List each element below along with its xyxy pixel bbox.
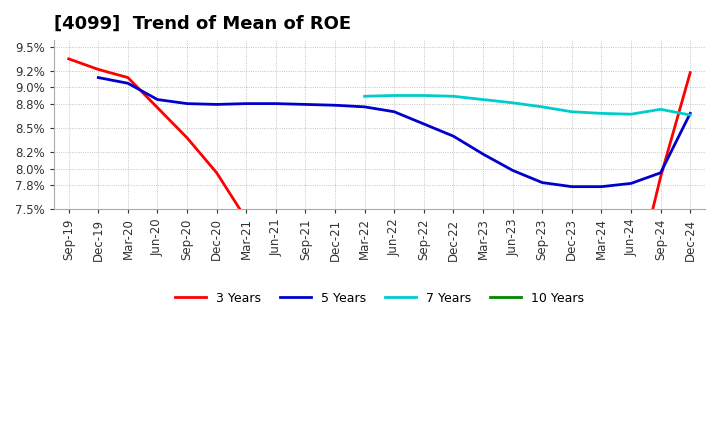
7 Years — [360, 94, 369, 99]
3 Years — [242, 216, 251, 222]
5 Years — [538, 180, 546, 185]
3 Years — [153, 105, 162, 110]
3 Years — [420, 427, 428, 432]
3 Years — [330, 352, 339, 357]
5 Years — [242, 101, 251, 106]
5 Years — [94, 75, 103, 80]
3 Years — [271, 264, 280, 269]
7 Years — [626, 112, 635, 117]
Text: [4099]  Trend of Mean of ROE: [4099] Trend of Mean of ROE — [54, 15, 351, 33]
5 Years — [420, 121, 428, 127]
5 Years — [301, 102, 310, 107]
7 Years — [567, 109, 576, 114]
5 Years — [626, 181, 635, 186]
5 Years — [567, 184, 576, 189]
3 Years — [124, 75, 132, 80]
3 Years — [360, 374, 369, 379]
3 Years — [657, 174, 665, 180]
5 Years — [449, 134, 458, 139]
5 Years — [212, 102, 221, 107]
5 Years — [479, 151, 487, 157]
5 Years — [360, 104, 369, 110]
Line: 7 Years: 7 Years — [364, 95, 690, 115]
3 Years — [212, 170, 221, 176]
5 Years — [124, 81, 132, 86]
Line: 3 Years: 3 Years — [68, 59, 690, 440]
3 Years — [390, 376, 399, 381]
3 Years — [94, 67, 103, 72]
5 Years — [508, 168, 517, 173]
3 Years — [597, 394, 606, 400]
5 Years — [153, 97, 162, 102]
3 Years — [686, 70, 695, 75]
7 Years — [686, 112, 695, 117]
7 Years — [449, 94, 458, 99]
Legend: 3 Years, 5 Years, 7 Years, 10 Years: 3 Years, 5 Years, 7 Years, 10 Years — [170, 287, 589, 310]
3 Years — [626, 297, 635, 302]
7 Years — [508, 100, 517, 106]
Line: 5 Years: 5 Years — [99, 77, 690, 187]
5 Years — [657, 170, 665, 176]
7 Years — [657, 106, 665, 112]
3 Years — [64, 56, 73, 62]
3 Years — [567, 436, 576, 440]
3 Years — [183, 135, 192, 140]
5 Years — [390, 109, 399, 114]
5 Years — [183, 101, 192, 106]
5 Years — [271, 101, 280, 106]
7 Years — [420, 93, 428, 98]
5 Years — [597, 184, 606, 189]
7 Years — [479, 97, 487, 102]
7 Years — [538, 104, 546, 110]
3 Years — [301, 310, 310, 315]
5 Years — [686, 111, 695, 116]
7 Years — [390, 93, 399, 98]
5 Years — [330, 103, 339, 108]
7 Years — [597, 111, 606, 116]
